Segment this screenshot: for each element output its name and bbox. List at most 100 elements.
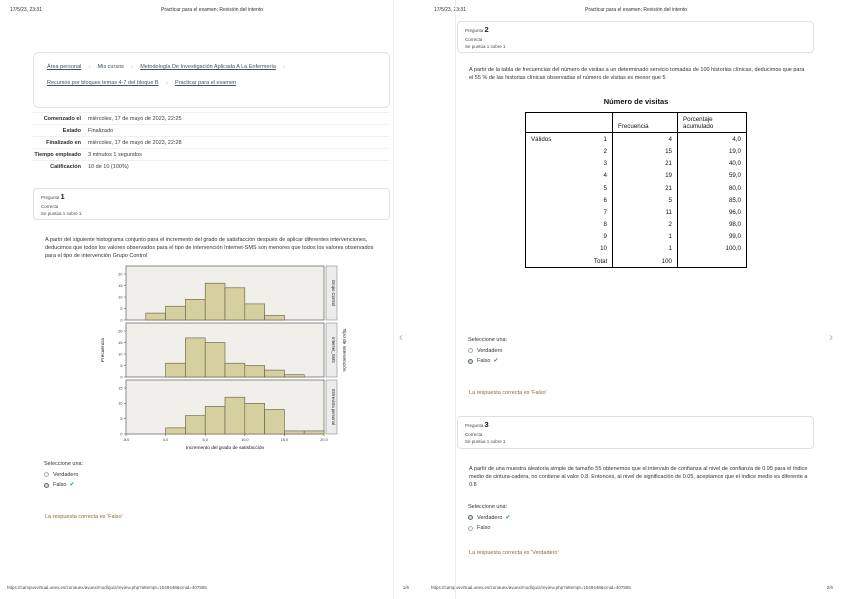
option-radio[interactable] — [44, 472, 49, 477]
table-row: 9 1 99,0 — [526, 230, 747, 243]
cum-percent-cell: 99,0 — [677, 230, 747, 243]
summary-label: Estado — [62, 127, 81, 134]
question-number: Pregunta 1 — [41, 192, 65, 201]
option-verdadero[interactable]: Verdadero — [468, 348, 507, 354]
option-verdadero[interactable]: Verdadero ✔ — [468, 515, 510, 521]
svg-text:0: 0 — [120, 375, 122, 379]
option-radio-selected[interactable] — [44, 482, 49, 488]
question-status: Correcta — [465, 36, 483, 42]
row-label: 1 — [603, 135, 607, 143]
frequency-cell: 5 — [612, 194, 678, 207]
question-2-options: Seleccione una: Verdadero Falso ✔ — [468, 337, 507, 364]
summary-value: 10 de 10 (100%) — [88, 163, 129, 170]
svg-text:Grupo Control: Grupo Control — [331, 280, 336, 306]
next-page-icon[interactable]: › — [829, 330, 833, 344]
svg-text:0: 0 — [120, 318, 122, 322]
frequency-cell: 100 — [612, 255, 678, 268]
row-label-cell: 3 — [603, 160, 607, 168]
question-status: Correcta — [465, 431, 483, 437]
table-row: 3 21 40,0 — [526, 157, 747, 170]
svg-text:15,0: 15,0 — [281, 438, 288, 442]
option-falso[interactable]: Falso — [468, 525, 510, 531]
visits-table-head: Frecuencia Porcentaje acumulado — [525, 112, 747, 134]
cum-percent-cell: 80,0 — [677, 181, 747, 195]
option-label: Falso — [477, 358, 491, 364]
svg-text:Entrevista personal: Entrevista personal — [331, 389, 336, 425]
correct-check-icon: ✔ — [493, 358, 499, 364]
footer-page-number: 2/6 — [826, 585, 833, 590]
row-label-cell: 9 — [603, 233, 607, 241]
option-label: Verdadero — [477, 514, 503, 521]
svg-text:5: 5 — [120, 364, 122, 368]
correct-check-icon: ✔ — [69, 482, 75, 488]
print-header: 17/5/23, 23:31 Practicar para el examen:… — [0, 7, 424, 13]
breadcrumb-separator-icon: › — [165, 79, 168, 87]
svg-text:Frecuencia: Frecuencia — [100, 338, 106, 362]
breadcrumb-separator-icon: › — [130, 63, 134, 71]
option-label: Falso — [477, 525, 491, 531]
svg-text:5: 5 — [120, 307, 122, 311]
breadcrumb: Área personal › Mis cursos › Metodología De … — [33, 52, 390, 108]
row-label-cell: 8 — [603, 221, 607, 229]
table-row: 7 11 96,0 — [526, 206, 747, 219]
histogram-svg: 0 5 10 15 20 Grupo Control 0 5 10 15 20 Internet_SM… — [100, 265, 347, 451]
option-radio-selected[interactable] — [468, 515, 473, 520]
summary-row: Tiempo empleado 3 minutos 1 segundos — [33, 148, 390, 160]
option-falso[interactable]: Falso ✔ — [44, 482, 83, 488]
option-radio[interactable] — [468, 348, 473, 353]
breadcrumb-item[interactable]: Recursos por bloques temas 4-7 del bloqu… — [47, 80, 159, 86]
svg-text:Tipo de intervención: Tipo de intervención — [341, 328, 347, 371]
svg-text:5: 5 — [120, 417, 122, 421]
question-1-text: A partir del siguiente histograma conjun… — [45, 237, 374, 259]
svg-text:10,0: 10,0 — [241, 438, 248, 442]
question-3-feedback: La respuesta correcta es 'Verdadero' — [469, 550, 559, 556]
row-label-cell: Válidos 1 — [526, 133, 613, 146]
option-verdadero[interactable]: Verdadero — [44, 472, 83, 478]
option-label: Verdadero — [477, 347, 503, 354]
options-prompt: Seleccione una: — [468, 337, 508, 343]
svg-text:15: 15 — [118, 341, 122, 345]
svg-text:0: 0 — [120, 432, 122, 436]
visits-table-body: Válidos 1 4 4,0 2 15 19,0 3 21 40,0 4 19 59,0 5 21 80,0… — [526, 132, 747, 268]
question-grade: Se puntúa 1 sobre 1 — [465, 439, 506, 444]
question-3-options: Seleccione una: Verdadero ✔ Falso — [468, 504, 510, 531]
cum-percent-cell — [677, 255, 747, 268]
option-radio[interactable] — [468, 525, 473, 531]
question-2-text: A partir de la tabla de frecuencias del … — [469, 67, 805, 81]
cum-percent-cell: 40,0 — [677, 157, 747, 170]
page-1: 17/5/23, 23:31 Practicar para el examen:… — [0, 7, 424, 590]
frequency-cell: 2 — [612, 218, 678, 231]
breadcrumb-item[interactable]: Practicar para el examen — [174, 80, 237, 86]
footer-page-number: 1/6 — [402, 585, 409, 590]
option-radio-selected[interactable] — [468, 358, 473, 364]
breadcrumb-item[interactable]: Área personal — [47, 64, 82, 70]
option-label: Verdadero — [53, 471, 79, 478]
page-2: 17/5/23, 23:31 Practicar para el examen:… — [424, 0, 848, 599]
prev-page-icon[interactable]: ‹ — [399, 330, 403, 344]
options-prompt: Seleccione una: — [44, 461, 84, 467]
breadcrumb-separator-icon: › — [282, 63, 286, 71]
frequency-cell: 21 — [612, 157, 678, 170]
option-label: Falso — [53, 482, 67, 488]
svg-text:5,0: 5,0 — [203, 438, 208, 442]
print-header-date: 17/5/23, 23:31 — [10, 7, 42, 13]
cum-percent-cell: 59,0 — [677, 169, 747, 182]
row-label-cell: Total — [593, 257, 607, 265]
row-label-cell: 10 — [600, 245, 607, 253]
frequency-cell: 15 — [612, 145, 678, 158]
breadcrumb-item[interactable]: Metodología De Investigación Aplicada A … — [140, 64, 276, 70]
summary-value: 3 minutos 1 segundos — [88, 151, 142, 158]
svg-text:10: 10 — [118, 295, 122, 299]
question-grade: Se puntúa 1 sobre 1 — [465, 44, 506, 49]
summary-value: miércoles, 17 de mayo de 2023, 22:28 — [88, 139, 182, 146]
print-header: 17/5/23, 23:31 Practicar para el examen:… — [424, 7, 848, 13]
page-edge-line — [455, 0, 456, 599]
option-falso[interactable]: Falso ✔ — [468, 358, 507, 364]
question-3-text: A partir de una muestra aleatoria simple… — [469, 466, 808, 488]
svg-text:20: 20 — [118, 329, 122, 333]
summary-row: Finalizado en miércoles, 17 de mayo de 20… — [33, 136, 390, 148]
cum-percent-cell: 4,0 — [677, 132, 747, 146]
svg-text:20: 20 — [118, 272, 122, 276]
question-grade: Se puntúa 1 sobre 1 — [41, 211, 82, 216]
frequency-cell: 19 — [612, 169, 678, 182]
